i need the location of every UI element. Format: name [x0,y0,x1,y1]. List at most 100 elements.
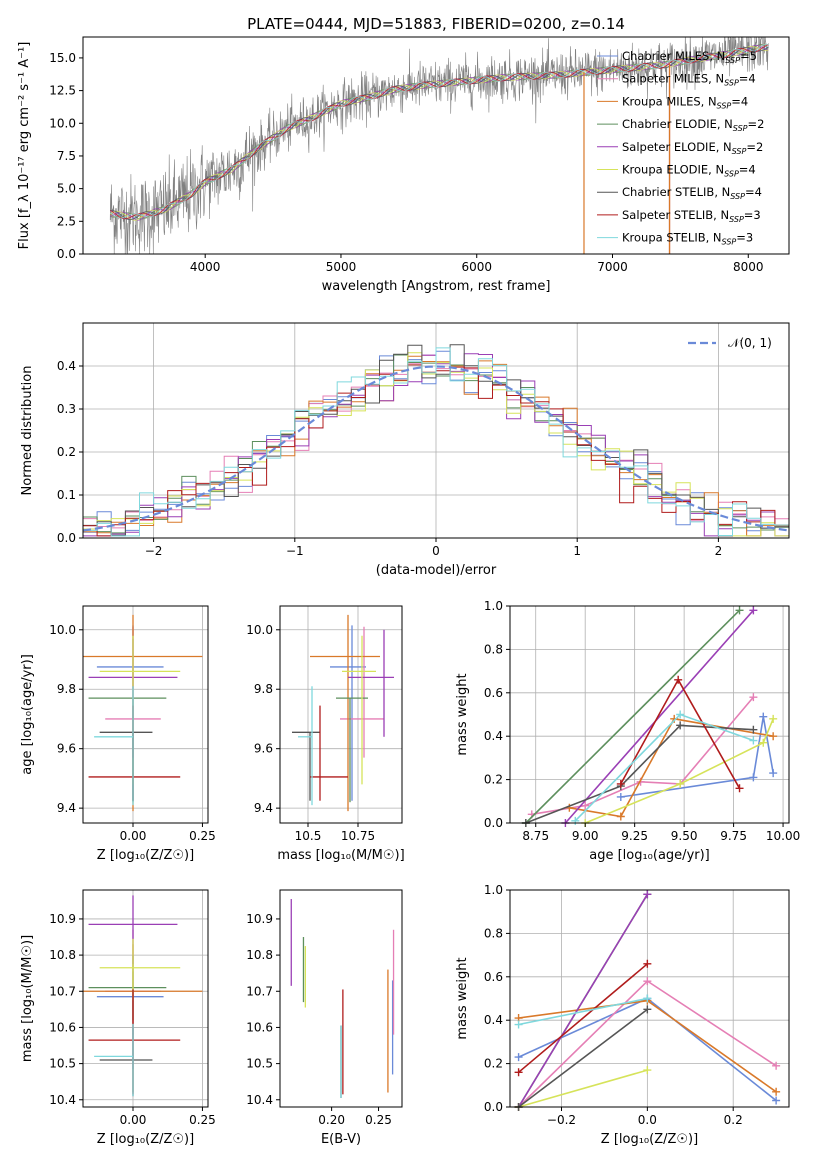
y-tick-label: 10.6 [246,1020,273,1034]
weight-line-salpeter_elodie [517,893,649,1108]
y-tick-label: 10.8 [49,948,76,962]
x-tick-label: 9.75 [720,829,747,843]
y-tick-label: 9.6 [57,742,76,756]
legend-label-chabrier_miles: Chabrier MILES, NSSP=5 [622,49,757,65]
weight-marker-salpeter_miles [643,977,652,986]
weight-line-chabrier_stelib [518,1008,648,1108]
weight-marker-kroupa_miles [772,1087,781,1096]
x-tick-label: 7000 [597,260,628,274]
legend-label-salpeter_miles: Salpeter MILES, NSSP=4 [622,72,756,88]
y-tick-label: 5.0 [57,182,76,196]
x-tick-label: 0.20 [318,1113,345,1127]
weight_age-panel: 8.75 9.00 9.25 9.50 9.75 10.00 0.0 0.2 0.4 0.6 0.8… [455,599,800,863]
weight-marker-kroupa_stelib [749,736,758,745]
axes-frame [509,605,790,824]
y-tick-label: 10.9 [246,912,273,926]
weight-marker-chabrier_miles [514,1053,523,1062]
y-tick-label: 10.7 [246,984,273,998]
weight-marker-kroupa_elodie [769,714,778,723]
y-tick-label: 10.0 [49,116,76,130]
x-tick-label: 9.50 [671,829,698,843]
y-tick-label: 0.4 [484,1013,503,1027]
x-tick-label: 1 [573,544,581,558]
x-tick-label: 9.00 [572,829,599,843]
legend-label-kroupa_elodie: Kroupa ELODIE, NSSP=4 [622,163,756,179]
weight-marker-kroupa_elodie [676,779,685,788]
weight-marker-salpeter_stelib [514,1068,523,1077]
weight-marker-salpeter_miles [749,693,758,702]
weight-line-chabrier_miles [620,716,774,798]
y-tick-label: 0.8 [484,642,503,656]
y-tick-label: 0.2 [484,773,503,787]
y-tick-label: 0.1 [57,488,76,502]
x-tick-label: −1 [286,544,304,558]
plot-layer: 4000 5000 6000 7000 80000.02.55.07.510.012.5… [17,36,800,1147]
y-tick-label: 0.2 [57,445,76,459]
y-axis-label: Normed distribution [20,366,35,496]
y-tick-label: 15.0 [49,51,76,65]
weight-marker-kroupa_miles [769,732,778,741]
x-tick-label: −0.2 [547,1113,576,1127]
mass_Z-panel: 0.00 0.25 10.4 10.5 10.6 10.7 10.8 10.9 Z [log₁₀… [20,889,216,1147]
y-axis-label: Flux [f_λ 10⁻¹⁷ erg cm⁻² s⁻¹ A⁻¹] [17,42,32,250]
mass_ebv-panel: 0.20 0.25 10.4 10.5 10.6 10.7 10.8 10.9 E(B-V) [246,889,403,1147]
x-axis-label: E(B-V) [321,1132,361,1147]
y-axis-label: age [log₁₀(age/yr)] [20,654,35,775]
x-tick-label: 10.5 [295,829,322,843]
y-tick-label: 0.0 [484,1100,503,1114]
weight-marker-salpeter_stelib [735,784,744,793]
x-tick-label: 9.25 [621,829,648,843]
y-tick-label: 1.0 [484,599,503,613]
gaussian-reference-line [82,365,790,532]
axes-frame [82,36,790,255]
weight-marker-chabrier_miles [616,792,625,801]
weight-marker-salpeter_miles [772,1061,781,1070]
weight-marker-kroupa_stelib [676,710,685,719]
spectrum-model-line-kroupa_stelib [109,43,769,219]
x-tick-label: 8000 [733,260,764,274]
weight-marker-kroupa_miles [616,812,625,821]
x-axis-label: Z [log₁₀(Z/Z☉)] [97,1132,194,1147]
x-tick-label: 4000 [190,260,221,274]
x-tick-label: 8.75 [522,829,549,843]
y-tick-label: 0.3 [57,402,76,416]
weight-marker-kroupa_elodie [643,1066,652,1075]
axes-frame [509,889,790,1108]
residuals-panel: −2 −1 0 1 2 0.0 0.1 0.2 0.3 0.4 (data-model)/error… [20,322,790,578]
y-tick-label: 10.4 [49,1093,76,1107]
y-tick-label: 9.8 [57,682,76,696]
weight-line-kroupa_elodie [518,1069,648,1108]
weight-marker-chabrier_elodie [735,606,744,615]
y-tick-label: 9.4 [254,801,273,815]
weight-line-salpeter_stelib [518,963,648,1073]
legend-label-gauss: 𝒩(0, 1) [728,336,772,350]
x-tick-label: 2 [715,544,723,558]
weight-marker-chabrier_miles [769,769,778,778]
x-tick-label: 0.25 [365,1113,392,1127]
weight_Z-panel: −0.2 0.0 0.2 0.0 0.2 0.4 0.6 0.8 1.0 Z [log₁₀(Z/Z… [455,883,790,1147]
weight-line-chabrier_elodie [525,609,741,824]
y-tick-label: 10.8 [246,948,273,962]
weight-marker-kroupa_stelib [643,994,652,1003]
weight-marker-chabrier_miles [772,1096,781,1105]
x-tick-label: −2 [145,544,163,558]
axes-frame [82,889,209,1108]
axes-frame [279,605,403,824]
y-tick-label: 0.8 [484,926,503,940]
y-tick-label: 10.0 [49,623,76,637]
y-tick-label: 0.0 [57,531,76,545]
y-tick-label: 9.8 [254,682,273,696]
spectrum-panel: 4000 5000 6000 7000 8000 0.0 2.5 5.0 7.5 10.0 12.5… [17,36,790,294]
legend-label-kroupa_miles: Kroupa MILES, NSSP=4 [622,94,748,110]
x-tick-label: 0.25 [189,829,216,843]
y-axis-label: mass weight [455,673,470,755]
weight-marker-salpeter_stelib [616,779,625,788]
weight-marker-chabrier_miles [749,773,758,782]
x-axis-label: wavelength [Angstrom, rest frame] [322,279,551,294]
y-axis-label: mass weight [455,957,470,1039]
weight-marker-chabrier_stelib [676,721,685,730]
x-tick-label: 0.00 [120,829,147,843]
x-axis-label: (data-model)/error [376,563,497,578]
spectrum-model-line-salpeter_elodie [110,45,769,221]
